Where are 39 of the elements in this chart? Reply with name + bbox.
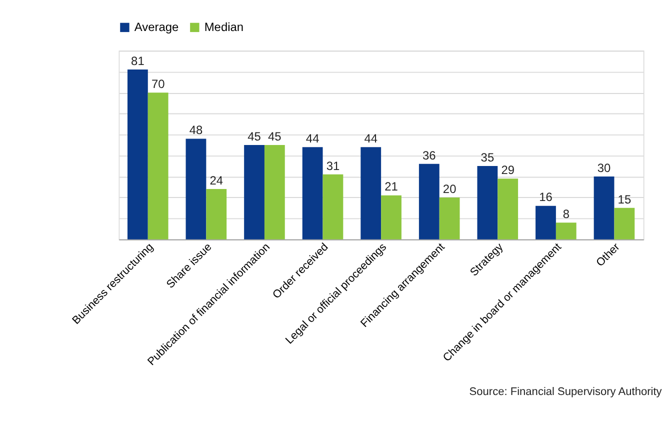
data-label: 31	[326, 158, 340, 173]
bar	[614, 208, 635, 240]
data-label: 24	[210, 173, 224, 188]
bar	[322, 174, 344, 240]
data-label: 20	[442, 182, 457, 196]
bar	[594, 176, 614, 240]
bar	[302, 147, 323, 240]
bar	[418, 164, 440, 240]
bar	[148, 92, 168, 240]
data-label: 15	[618, 192, 632, 206]
bar	[206, 189, 227, 240]
bar	[186, 138, 206, 240]
bar	[556, 222, 576, 240]
data-label: 29	[501, 162, 515, 177]
data-label: 48	[189, 123, 203, 138]
bar	[439, 197, 460, 240]
bar	[381, 195, 402, 240]
data-label: 45	[268, 129, 282, 144]
data-label: 36	[422, 148, 436, 162]
data-label: 45	[248, 129, 262, 144]
bar	[244, 145, 264, 240]
legend-label: Average	[134, 20, 180, 34]
bar	[477, 166, 498, 240]
data-label: 81	[131, 54, 145, 68]
data-label: 30	[597, 160, 612, 175]
data-label: 44	[306, 132, 320, 146]
bar	[264, 145, 285, 240]
data-label: 8	[562, 207, 570, 221]
bar	[498, 178, 518, 240]
bar	[127, 70, 148, 240]
data-label: 35	[480, 150, 494, 164]
data-label: 21	[384, 180, 398, 194]
bar	[536, 206, 556, 240]
bar	[360, 147, 382, 240]
data-label: 16	[539, 190, 553, 204]
legend-label: Median	[204, 20, 244, 34]
source-note: Source: Financial Supervisory Authority	[469, 386, 662, 398]
data-label: 44	[364, 132, 378, 146]
data-label: 70	[151, 77, 166, 92]
